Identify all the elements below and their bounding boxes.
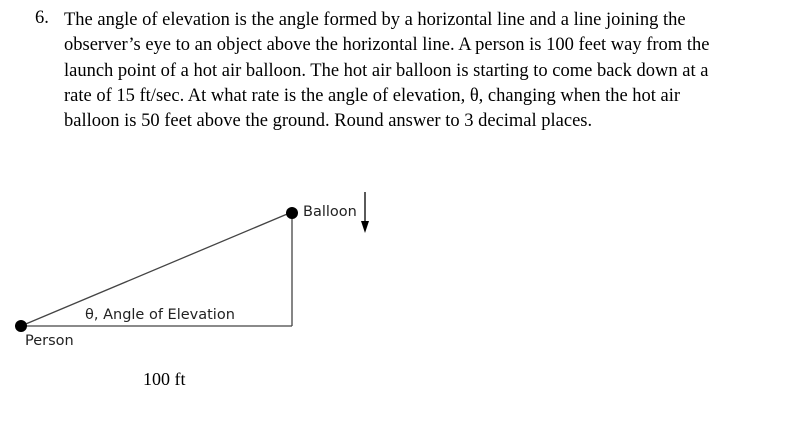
angle-label: θ, Angle of Elevation [85, 307, 235, 323]
problem-line: balloon is 50 feet above the ground. Rou… [64, 111, 593, 132]
person-dot [15, 320, 27, 332]
problem-line: The angle of elevation is the angle form… [64, 10, 686, 30]
problem-line: rate of 15 ft/sec. At what rate is the a… [64, 85, 681, 106]
line-of-sight [20, 211, 293, 327]
problem-line: launch point of a hot air balloon. The h… [64, 60, 709, 81]
person-label: Person [25, 333, 74, 349]
down-arrow-icon [361, 192, 369, 233]
balloon-dot [286, 207, 298, 219]
balloon-label: Balloon [303, 204, 357, 220]
distance-label: 100 ft [143, 369, 186, 389]
problem-number: 6. [35, 8, 49, 28]
problem-text: The angle of elevation is the angle form… [64, 8, 774, 134]
problem-line: observer’s eye to an object above the ho… [64, 35, 710, 56]
